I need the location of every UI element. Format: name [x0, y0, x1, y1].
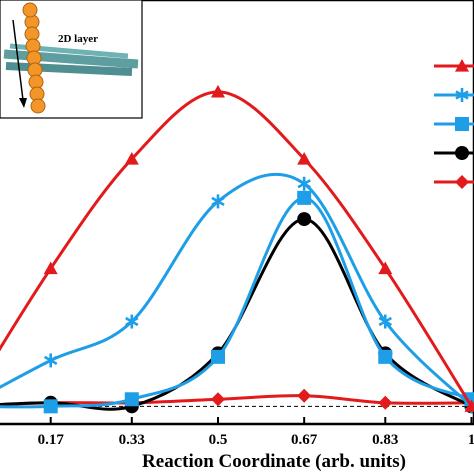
legend-entry-4 [434, 146, 474, 160]
data-point-marker [464, 399, 474, 412]
data-point-marker [210, 349, 225, 364]
data-point-marker [125, 314, 139, 329]
series-layer [0, 84, 474, 414]
gold-atom-chain [22, 2, 46, 114]
x-tick-label: 0.83 [372, 432, 398, 448]
x-tick-label: 1 [468, 432, 474, 448]
data-point-marker [43, 261, 58, 275]
data-point-marker [297, 388, 312, 403]
x-tick-label: 0.67 [291, 432, 318, 448]
legend-marker [455, 117, 469, 131]
data-point-marker [124, 392, 139, 407]
legend-entry-1 [434, 59, 474, 72]
structure-inset: 2D layer [0, 0, 143, 119]
data-point-marker [297, 152, 312, 165]
data-point-marker [43, 353, 58, 368]
data-point-marker [124, 152, 139, 165]
series-2 [0, 172, 474, 414]
legend-entry-2 [434, 88, 474, 102]
legend-entry-5 [434, 175, 474, 189]
plot-frame [0, 0, 474, 426]
x-axis-ticks: 00.170.330.50.670.831 [38, 417, 474, 448]
data-point-marker [211, 194, 225, 209]
series-line [0, 217, 473, 411]
data-point-marker [297, 176, 311, 191]
legend-marker [455, 175, 469, 189]
data-point-marker [210, 392, 225, 407]
direction-arrow-icon [12, 19, 27, 108]
x-tick-label: 0.17 [38, 432, 65, 448]
x-tick-label: 0.5 [209, 432, 228, 448]
series-line [0, 90, 473, 408]
legend-entry-3 [434, 117, 474, 131]
data-point-marker [297, 212, 312, 227]
data-point-marker [43, 399, 58, 414]
x-tick-label: 0.33 [119, 432, 145, 448]
legend-marker [455, 88, 469, 102]
legend-marker [455, 59, 469, 72]
inset-label: 2D layer [58, 33, 98, 45]
data-point-marker [378, 314, 392, 329]
data-point-marker [297, 190, 312, 205]
series-1 [0, 84, 474, 412]
data-point-marker [378, 349, 393, 364]
legend-marker [455, 146, 469, 160]
data-point-marker [378, 395, 393, 410]
series-line [0, 196, 473, 409]
data-point-marker [464, 392, 474, 407]
series-3 [0, 190, 474, 414]
data-point-marker [378, 261, 393, 275]
data-point-marker [210, 84, 225, 98]
legend [434, 59, 474, 189]
series-4 [0, 212, 474, 414]
x-axis-title: Reaction Coordinate (arb. units) [142, 451, 406, 472]
